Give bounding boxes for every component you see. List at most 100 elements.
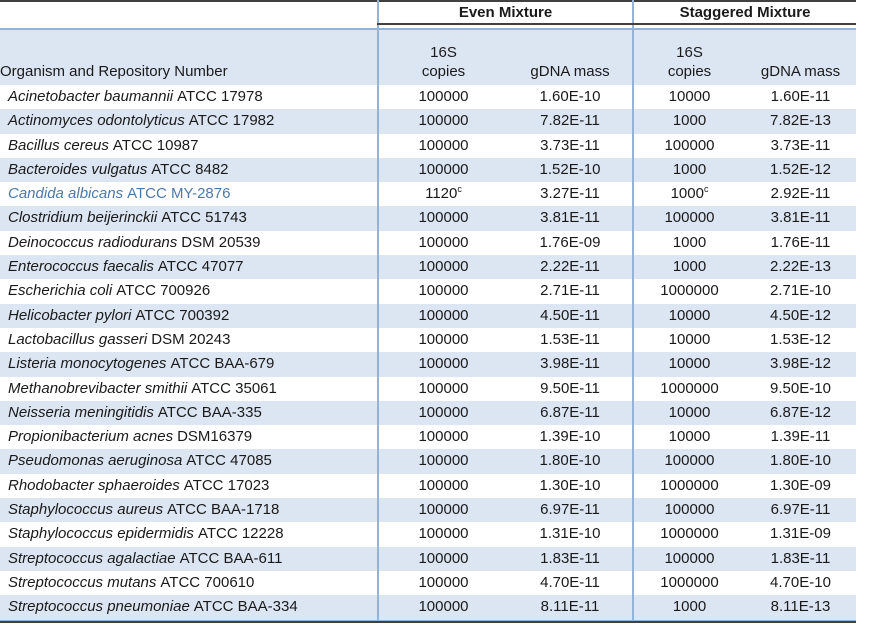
staggered-16s-copies-cell: 100000 [632,498,745,523]
organism-cell: Acinetobacter baumannii ATCC 17978 [0,85,378,110]
staggered-copies-value: 1000 [672,233,707,251]
organism-header-spacer [0,1,378,24]
organism-name: Propionibacterium acnes [8,428,174,446]
table-row: Pseudomonas aeruginosa ATCC 47085 100000 … [0,449,856,474]
staggered-gdna-mass-cell: 1.76E-11 [745,230,856,256]
organism-name: Escherichia coli [8,282,113,300]
staggered-gdna-mass-cell: 2.92E-11 [745,182,856,207]
organism-name: Methanobrevibacter smithii [8,379,188,397]
even-gdna-mass-cell: 1.76E-09 [508,230,633,256]
staggered-gdna-mass-cell: 7.82E-13 [745,109,856,134]
staggered-copies-value: 1000000 [660,282,719,300]
staggered-copies-value: 1000000 [660,476,719,494]
organism-name: Lactobacillus gasseri [8,330,148,348]
organism-column-header: Organism and Repository Number [0,28,378,85]
even-copies-value: 100000 [418,428,469,446]
even-16s-copies-cell: 100000 [377,109,508,134]
organism-name: Candida albicans [8,185,124,203]
organism-name: Rhodobacter sphaeroides [8,476,180,494]
staggered-gdna-mass-cell: 6.97E-11 [745,498,856,523]
repository-number: ATCC 8482 [151,160,229,178]
organism-name: Neisseria meningitidis [8,403,154,421]
staggered-gdna-mass-cell: 1.39E-11 [745,425,856,450]
staggered-copies-value: 10000 [668,403,711,421]
staggered-16s-copies-cell: 10000 [632,400,745,426]
table-row: Acinetobacter baumannii ATCC 17978 100000… [0,85,856,110]
organism-cell: Bacteroides vulgatus ATCC 8482 [0,157,378,183]
organism-name: Pseudomonas aeruginosa [8,452,183,470]
even-gdna-mass-cell: 2.71E-11 [508,279,633,304]
staggered-16s-copies-cell: 1000 [632,230,745,256]
even-copies-value: 100000 [418,233,469,251]
even-16s-copies-cell: 100000 [377,279,508,304]
even-copies-value: 100000 [418,209,469,227]
repository-number: ATCC 700926 [116,282,211,300]
even-copies-value: 100000 [418,282,469,300]
staggered-copies-value: 10000 [668,306,711,324]
even-16s-copies-cell: 100000 [377,352,508,377]
table-row: Deinococcus radiodurans DSM 20539 100000 … [0,230,856,256]
table-row: Propionibacterium acnes DSM16379 100000 1… [0,425,856,450]
even-copies-value: 100000 [418,501,469,519]
repository-number: ATCC 51743 [161,209,247,227]
staggered-gdna-mass-cell: 8.11E-13 [745,595,856,621]
organism-cell: Lactobacillus gasseri DSM 20243 [0,327,378,353]
staggered-copies-value: 1000 [672,160,707,178]
table-row: Streptococcus agalactiae ATCC BAA-611 100… [0,546,856,571]
even-16s-copies-cell: 1120c [377,182,508,207]
even-gdna-mass-cell: 1.60E-10 [508,85,633,110]
organism-cell: Candida albicans ATCC MY-2876 [0,182,378,207]
staggered-copies-label: copies [667,63,712,80]
even-copies-value: 100000 [418,306,469,324]
staggered-copies-value: 10000 [668,428,711,446]
even-16s-copies-cell: 100000 [377,425,508,450]
staggered-gdna-mass-cell: 4.50E-12 [745,303,856,328]
even-copies-value: 1120 [425,185,458,203]
organism-name: Helicobacter pylori [8,306,132,324]
even-gdna-mass-cell: 2.22E-11 [508,255,633,280]
even-gdna-mass-cell: 6.87E-11 [508,400,633,426]
even-16s-label: 16S [430,44,457,61]
table-row: Helicobacter pylori ATCC 700392 100000 4.… [0,303,856,328]
staggered-16s-copies-cell: 1000 [632,157,745,183]
table-row: Neisseria meningitidis ATCC BAA-335 10000… [0,400,856,426]
staggered-gdna-mass-cell: 4.70E-10 [745,570,856,596]
even-16s-copies-cell: 100000 [377,449,508,474]
table-row: Bacteroides vulgatus ATCC 8482 100000 1.5… [0,157,856,183]
staggered-gdna-mass-cell: 1.30E-09 [745,473,856,499]
organism-name: Deinococcus radiodurans [8,233,178,251]
organism-cell: Staphylococcus epidermidis ATCC 12228 [0,522,378,547]
even-16s-copies-cell: 100000 [377,473,508,499]
staggered-16s-label: 16S [676,44,703,61]
organism-cell: Helicobacter pylori ATCC 700392 [0,303,378,328]
footnote-marker: c [457,184,462,195]
table-row: Staphylococcus aureus ATCC BAA-1718 10000… [0,498,856,523]
repository-number: ATCC 12228 [197,525,284,543]
even-16s-copies-cell: 100000 [377,400,508,426]
staggered-gdna-mass-cell: 1.53E-12 [745,327,856,353]
even-16s-copies-cell: 100000 [377,206,508,231]
even-copies-value: 100000 [418,136,469,154]
repository-number: ATCC 17978 [177,88,263,105]
repository-number: DSM 20243 [151,330,231,348]
organism-cell: Neisseria meningitidis ATCC BAA-335 [0,400,378,426]
organism-name: Clostridium beijerinckii [8,209,158,227]
organism-cell: Streptococcus pneumoniae ATCC BAA-334 [0,595,378,621]
staggered-copies-value: 10000 [668,330,711,348]
repository-number: ATCC MY-2876 [127,185,231,203]
staggered-copies-value: 10000 [668,355,711,373]
even-copies-value: 100000 [418,258,469,276]
table-row: Streptococcus pneumoniae ATCC BAA-334 100… [0,595,856,621]
staggered-copies-value: 1000000 [660,525,719,543]
even-gdna-mass-cell: 3.81E-11 [508,206,633,231]
even-16s-copies-cell: 100000 [377,522,508,547]
even-gdna-mass-cell: 8.11E-11 [508,595,633,621]
organism-name: Acinetobacter baumannii [8,88,174,105]
organism-name: Staphylococcus epidermidis [8,525,194,543]
organism-cell: Deinococcus radiodurans DSM 20539 [0,230,378,256]
even-gdna-mass-cell: 1.31E-10 [508,522,633,547]
table-row: Listeria monocytogenes ATCC BAA-679 10000… [0,352,856,377]
staggered-16s-copies-cell: 1000c [632,182,745,207]
repository-number: ATCC 47085 [186,452,272,470]
staggered-copies-value: 100000 [664,209,715,227]
